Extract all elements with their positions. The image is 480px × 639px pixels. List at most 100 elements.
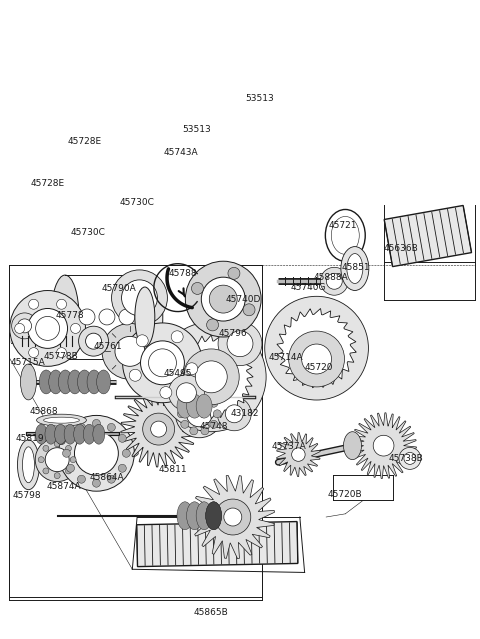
Ellipse shape	[177, 502, 193, 530]
Ellipse shape	[51, 275, 79, 359]
Ellipse shape	[196, 394, 212, 418]
Ellipse shape	[181, 420, 189, 428]
Polygon shape	[384, 206, 471, 266]
Circle shape	[373, 435, 394, 456]
Ellipse shape	[119, 465, 126, 472]
Ellipse shape	[122, 449, 130, 458]
Circle shape	[215, 499, 251, 535]
Text: 45868: 45868	[29, 408, 58, 417]
Circle shape	[151, 421, 167, 437]
Polygon shape	[169, 335, 253, 419]
Circle shape	[28, 309, 68, 348]
Ellipse shape	[29, 299, 38, 309]
Ellipse shape	[171, 331, 183, 343]
Ellipse shape	[119, 309, 135, 325]
Ellipse shape	[99, 309, 115, 325]
Text: 45788: 45788	[168, 269, 197, 278]
Ellipse shape	[243, 304, 255, 316]
Ellipse shape	[206, 502, 222, 530]
Polygon shape	[277, 309, 356, 388]
Ellipse shape	[77, 370, 91, 394]
Ellipse shape	[344, 432, 361, 459]
Ellipse shape	[45, 424, 57, 444]
Circle shape	[102, 323, 158, 380]
Ellipse shape	[181, 399, 189, 407]
Ellipse shape	[64, 424, 76, 444]
Ellipse shape	[57, 348, 67, 358]
Ellipse shape	[15, 323, 24, 334]
Ellipse shape	[57, 299, 67, 309]
Circle shape	[265, 296, 369, 400]
Ellipse shape	[65, 445, 72, 451]
Circle shape	[12, 313, 37, 339]
Ellipse shape	[341, 247, 369, 291]
Ellipse shape	[190, 427, 198, 435]
Text: 45730C: 45730C	[120, 197, 154, 207]
Ellipse shape	[29, 348, 38, 358]
Text: 45874A: 45874A	[46, 482, 81, 491]
Polygon shape	[351, 413, 417, 479]
Text: 45798: 45798	[12, 491, 41, 500]
Ellipse shape	[206, 502, 222, 530]
Circle shape	[168, 375, 204, 411]
Text: 45748: 45748	[199, 422, 228, 431]
Circle shape	[141, 341, 184, 385]
Ellipse shape	[23, 447, 35, 482]
Text: 45761: 45761	[94, 342, 123, 351]
Circle shape	[211, 387, 251, 427]
Ellipse shape	[54, 441, 60, 447]
Ellipse shape	[93, 479, 100, 487]
Ellipse shape	[65, 468, 72, 474]
Circle shape	[219, 504, 246, 530]
Ellipse shape	[74, 424, 85, 444]
Circle shape	[177, 383, 196, 403]
Ellipse shape	[93, 424, 105, 444]
Ellipse shape	[196, 502, 212, 530]
Text: 45740G: 45740G	[290, 283, 326, 292]
Circle shape	[225, 405, 243, 423]
Text: 45738B: 45738B	[388, 454, 423, 463]
Circle shape	[121, 280, 157, 316]
Ellipse shape	[135, 287, 155, 347]
Ellipse shape	[210, 420, 218, 428]
Text: 45865B: 45865B	[194, 608, 228, 617]
Text: 45864A: 45864A	[89, 473, 124, 482]
Polygon shape	[191, 475, 275, 558]
Text: 45721: 45721	[328, 220, 357, 229]
Circle shape	[288, 331, 345, 387]
Circle shape	[219, 396, 241, 419]
Ellipse shape	[178, 410, 185, 418]
Text: 45811: 45811	[158, 465, 187, 473]
Ellipse shape	[148, 349, 177, 377]
Ellipse shape	[58, 436, 65, 445]
Ellipse shape	[70, 457, 76, 463]
Ellipse shape	[77, 424, 85, 431]
Circle shape	[218, 322, 262, 366]
Ellipse shape	[54, 473, 60, 479]
Circle shape	[59, 415, 134, 491]
Ellipse shape	[177, 394, 193, 418]
Text: 45888A: 45888A	[313, 273, 348, 282]
Ellipse shape	[119, 435, 126, 442]
Ellipse shape	[21, 364, 36, 400]
Circle shape	[186, 401, 212, 427]
Ellipse shape	[347, 254, 363, 284]
Ellipse shape	[135, 275, 163, 359]
Text: 45851: 45851	[341, 263, 370, 272]
Ellipse shape	[228, 267, 240, 279]
Circle shape	[399, 447, 421, 470]
Ellipse shape	[43, 445, 49, 451]
Text: 45743A: 45743A	[163, 148, 198, 157]
Circle shape	[227, 331, 253, 357]
Circle shape	[85, 333, 102, 349]
Text: 45819: 45819	[16, 433, 45, 443]
Ellipse shape	[187, 394, 203, 418]
Ellipse shape	[186, 363, 198, 374]
Ellipse shape	[67, 465, 74, 472]
Circle shape	[175, 390, 223, 438]
Ellipse shape	[38, 457, 44, 463]
Ellipse shape	[108, 424, 115, 431]
Ellipse shape	[96, 370, 110, 394]
Circle shape	[45, 448, 69, 472]
Ellipse shape	[206, 319, 218, 331]
